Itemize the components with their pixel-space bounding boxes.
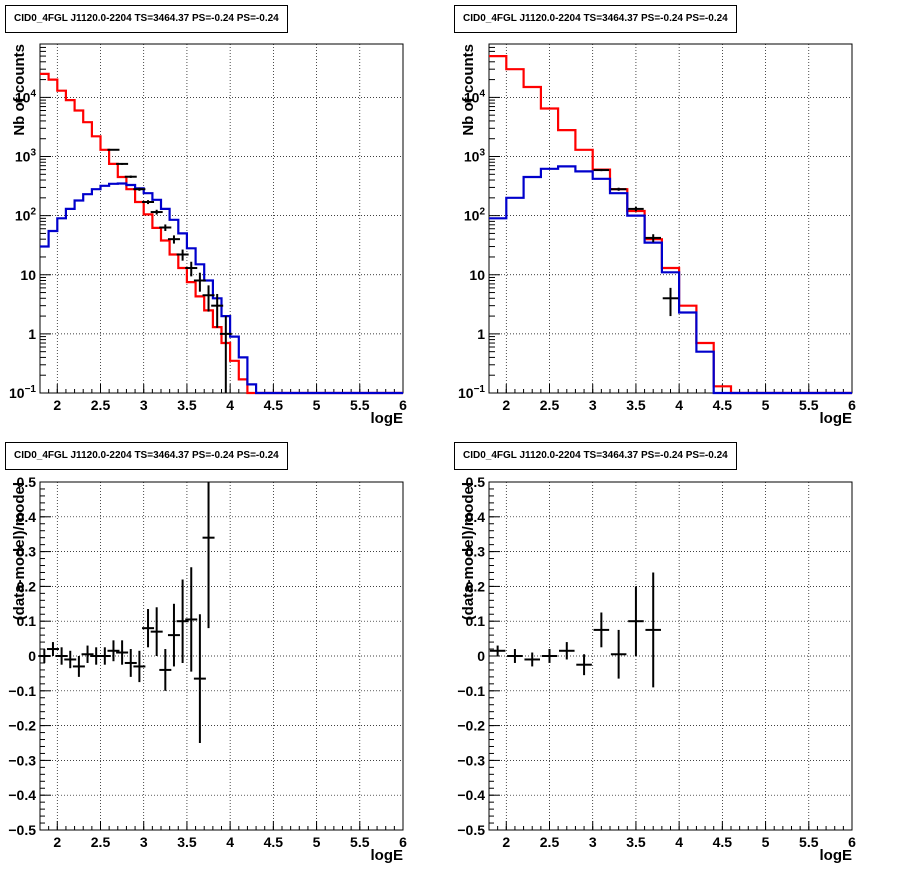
x-tick-label: 6 [399, 834, 407, 850]
y-tick-label: −0.4 [8, 787, 36, 803]
x-tick-label: 5 [313, 397, 321, 413]
chart-title: CID0_4FGL J1120.0-2204 TS=3464.37 PS=-0.… [454, 442, 737, 470]
x-tick-label: 2 [502, 397, 510, 413]
x-tick-label: 4 [675, 834, 683, 850]
y-tick-label: 102 [464, 207, 486, 224]
y-tick-label: 0.5 [17, 474, 37, 490]
x-tick-label: 2.5 [540, 834, 560, 850]
x-tick-label: 4.5 [713, 834, 733, 850]
x-tick-label: 5.5 [350, 834, 370, 850]
x-tick-label: 2.5 [540, 397, 560, 413]
x-axis-label: logE [371, 847, 404, 864]
chart-top-left: 2 2.5 3 3.5 4 4.5 5 5.5 6 10−1 1 10 102 103 104 logE Nb … [9, 43, 407, 427]
x-tick-label: 4.5 [264, 397, 284, 413]
y-tick-label: 0.3 [466, 544, 486, 560]
x-tick-label: 4.5 [264, 834, 284, 850]
x-tick-label: 2 [502, 834, 510, 850]
y-tick-label: 0.3 [17, 544, 37, 560]
panel-top-left: 2 2.5 3 3.5 4 4.5 5 5.5 6 10−1 1 10 102 103 104 logE Nb … [0, 0, 449, 437]
y-tick-label: 10 [469, 267, 485, 283]
y-tick-label: 103 [15, 148, 37, 165]
x-tick-label: 6 [399, 397, 407, 413]
x-tick-label: 5 [313, 834, 321, 850]
y-axis-label: (data-model)/model [460, 482, 477, 620]
x-tick-label: 4 [226, 834, 234, 850]
x-tick-label: 3 [589, 834, 597, 850]
x-tick-label: 3.5 [626, 397, 646, 413]
y-axis-label: (data-model)/model [11, 482, 28, 620]
y-tick-label: 104 [15, 88, 37, 105]
x-tick-label: 2.5 [91, 397, 111, 413]
y-tick-label: 10 [20, 267, 36, 283]
chart-bottom-left: 2 2.5 3 3.5 4 4.5 5 5.5 6 −0.5 −0.4 −0.3 −0.2 −0.1 0 0.… [8, 474, 407, 864]
y-tick-label: 0.1 [17, 613, 37, 629]
panel-bottom-left: 2 2.5 3 3.5 4 4.5 5 5.5 6 −0.5 −0.4 −0.3 −0.2 −0.1 0 0.… [0, 437, 449, 875]
series-line [40, 182, 403, 395]
y-tick-label: −0.3 [457, 752, 485, 768]
y-tick-label: 0.4 [466, 509, 486, 525]
x-tick-label: 2 [53, 397, 61, 413]
y-tick-label: −0.5 [8, 822, 36, 838]
series-line [489, 165, 852, 395]
chart-title: CID0_4FGL J1120.0-2204 TS=3464.37 PS=-0.… [454, 5, 737, 33]
y-tick-label: −0.2 [457, 718, 485, 734]
x-tick-label: 4 [226, 397, 234, 413]
x-tick-label: 5 [762, 834, 770, 850]
y-tick-label: 104 [464, 88, 486, 105]
y-tick-label: 0 [28, 648, 36, 664]
y-tick-label: −0.2 [8, 718, 36, 734]
x-axis-label: logE [371, 410, 404, 427]
y-tick-label: 103 [464, 148, 486, 165]
x-tick-label: 6 [848, 834, 856, 850]
x-tick-label: 5.5 [799, 397, 819, 413]
y-tick-label: 0.2 [17, 578, 37, 594]
x-tick-label: 5.5 [350, 397, 370, 413]
y-tick-label: 1 [28, 326, 36, 342]
y-tick-label: 0.4 [17, 509, 37, 525]
panel-bottom-right: 2 2.5 3 3.5 4 4.5 5 5.5 6 −0.5 −0.4 −0.3 −0.2 −0.1 0 0.… [449, 437, 898, 875]
y-tick-label: 0.5 [466, 474, 486, 490]
y-tick-label: 0 [477, 648, 485, 664]
y-tick-label: 102 [15, 207, 37, 224]
x-tick-label: 2 [53, 834, 61, 850]
x-tick-label: 5 [762, 397, 770, 413]
plot-frame [488, 43, 853, 394]
x-tick-label: 4.5 [713, 397, 733, 413]
y-tick-label: −0.5 [457, 822, 485, 838]
x-tick-label: 3.5 [177, 397, 197, 413]
y-tick-label: −0.3 [8, 752, 36, 768]
x-tick-label: 3.5 [177, 834, 197, 850]
chart-title: CID0_4FGL J1120.0-2204 TS=3464.37 PS=-0.… [5, 5, 288, 33]
chart-top-right: 2 2.5 3 3.5 4 4.5 5 5.5 6 10−1 1 10 102 103 104 logE Nb … [458, 43, 856, 427]
y-axis-label: Nb of counts [460, 44, 477, 136]
x-axis-label: logE [820, 847, 853, 864]
y-tick-label: −0.1 [8, 683, 36, 699]
x-tick-label: 3 [140, 834, 148, 850]
y-tick-label: 10−1 [9, 384, 36, 401]
x-tick-label: 5.5 [799, 834, 819, 850]
y-tick-label: −0.4 [457, 787, 485, 803]
y-tick-label: 1 [477, 326, 485, 342]
x-tick-label: 3.5 [626, 834, 646, 850]
y-axis-label: Nb of counts [11, 44, 28, 136]
chart-title: CID0_4FGL J1120.0-2204 TS=3464.37 PS=-0.… [5, 442, 288, 470]
y-tick-label: −0.1 [457, 683, 485, 699]
x-axis-label: logE [820, 410, 853, 427]
x-tick-label: 3 [140, 397, 148, 413]
chart-bottom-right: 2 2.5 3 3.5 4 4.5 5 5.5 6 −0.5 −0.4 −0.3 −0.2 −0.1 0 0.… [457, 474, 856, 864]
panel-top-right: 2 2.5 3 3.5 4 4.5 5 5.5 6 10−1 1 10 102 103 104 logE Nb … [449, 0, 898, 437]
y-tick-label: 10−1 [458, 384, 485, 401]
x-tick-label: 2.5 [91, 834, 111, 850]
x-tick-label: 4 [675, 397, 683, 413]
y-tick-label: 0.2 [466, 578, 486, 594]
x-tick-label: 6 [848, 397, 856, 413]
x-tick-label: 3 [589, 397, 597, 413]
y-tick-label: 0.1 [466, 613, 486, 629]
